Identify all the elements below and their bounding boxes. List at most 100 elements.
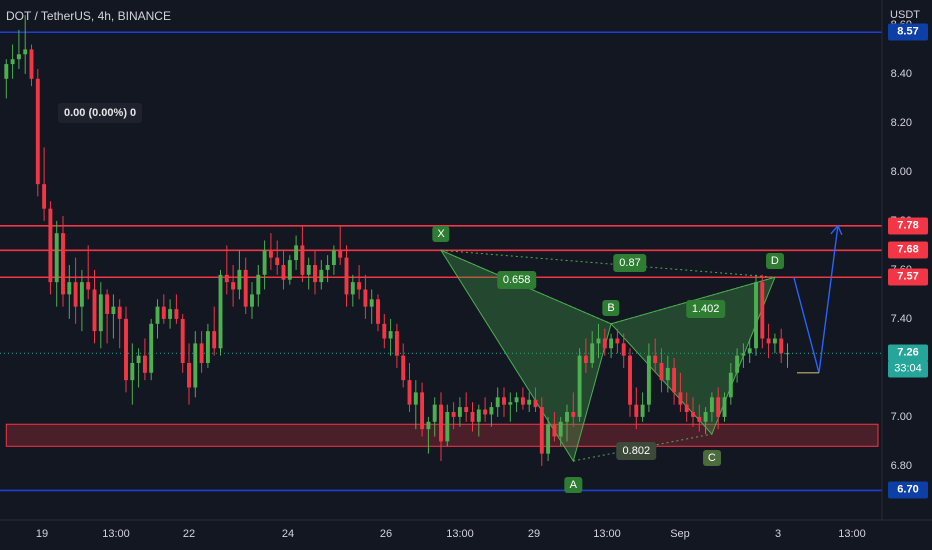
candle-body (48, 208, 53, 283)
candle-body (218, 274, 223, 349)
candle-body (464, 407, 469, 412)
time-tick: 13:00 (593, 528, 621, 540)
candle-body (29, 49, 34, 79)
candle-body (457, 407, 462, 417)
time-tick: 13:00 (102, 528, 130, 540)
candle-body (470, 412, 475, 422)
candle-body (4, 64, 9, 79)
candles (4, 15, 790, 466)
candle-body (174, 309, 179, 319)
ratio-label: 0.87 (613, 253, 647, 272)
candle-body (105, 294, 110, 314)
candle-body (432, 404, 437, 422)
candle-body (747, 348, 752, 354)
candle-body (67, 282, 72, 295)
candle-body (124, 318, 128, 381)
candle-body (596, 338, 601, 344)
candle-body (697, 416, 702, 422)
candle-body (451, 412, 456, 417)
candle-body (520, 397, 525, 405)
candle-body (61, 233, 65, 295)
candle-body (54, 233, 59, 283)
candle-body (533, 399, 538, 408)
candle-body (256, 274, 261, 295)
candle-body (426, 421, 431, 430)
time-tick: 13:00 (446, 528, 474, 540)
time-tick: Sep (670, 528, 690, 540)
candle-body (691, 412, 695, 417)
candle-body (168, 309, 173, 319)
candle-body (583, 355, 588, 363)
time-tick: 24 (281, 528, 295, 540)
candle-body (495, 397, 500, 408)
price-tick: 7.00 (890, 410, 912, 423)
time-tick: 29 (527, 528, 541, 540)
candle-body (92, 289, 97, 332)
ratio-label: 0.658 (496, 270, 537, 289)
candle-body (73, 282, 78, 307)
candle-body (313, 265, 317, 283)
candle-body (300, 245, 305, 275)
candle-body (678, 392, 683, 405)
pattern-ratio-line (440, 249, 612, 325)
candle-body (420, 392, 425, 430)
price-tick: 8.20 (890, 116, 912, 129)
candle-body (785, 353, 790, 355)
candle-body (571, 412, 576, 417)
candle-body (325, 265, 330, 270)
candle-body (394, 331, 399, 356)
time-tick: 26 (379, 528, 393, 540)
candle-body (741, 353, 746, 356)
candle-body (602, 338, 607, 349)
pattern-point-c: C (702, 450, 721, 467)
candle-body (287, 260, 292, 280)
candle-body (646, 355, 651, 405)
price-tag: 8.57 (888, 23, 928, 41)
candle-body (722, 397, 727, 417)
time-tick: 22 (182, 528, 196, 540)
candle-body (590, 343, 595, 363)
candle-body (634, 404, 639, 417)
candle-body (772, 338, 777, 344)
candle-body (609, 338, 614, 349)
candle-body (23, 49, 28, 55)
candle-body (527, 399, 532, 405)
candle-body (294, 245, 299, 261)
pattern-point-x: X (432, 226, 450, 243)
candle-body (363, 289, 368, 307)
projection-arrows (793, 224, 843, 374)
candle-body (621, 343, 626, 356)
candle-body (155, 306, 160, 324)
candle-body (35, 78, 40, 185)
candle-body (439, 404, 443, 442)
candle-body (180, 318, 185, 363)
candle-body (703, 412, 708, 422)
candle-body (16, 54, 21, 60)
candle-body (212, 331, 217, 349)
price-tick: 8.40 (890, 67, 912, 80)
candle-body (331, 250, 336, 265)
candle-body (262, 250, 267, 275)
candle-body (350, 282, 355, 295)
candle-body (514, 397, 519, 403)
candle-body (653, 355, 658, 363)
candle-body (243, 269, 248, 307)
candle-body (357, 282, 362, 290)
candle-body (766, 338, 771, 344)
candle-body (306, 265, 311, 275)
candle-body (161, 306, 166, 319)
candle-body (388, 331, 393, 339)
candle-body (79, 282, 84, 307)
candle-body (224, 274, 229, 283)
candle-body (319, 269, 324, 283)
time-tick: 3 (774, 528, 782, 540)
candle-body (577, 355, 582, 417)
price-tick: 8.00 (890, 165, 912, 178)
price-tag: 7.68 (888, 241, 928, 259)
candle-body (754, 282, 758, 349)
candle-body (483, 409, 488, 415)
time-tick: 19 (35, 528, 49, 540)
candle-body (615, 338, 620, 344)
candle-body (10, 59, 15, 65)
